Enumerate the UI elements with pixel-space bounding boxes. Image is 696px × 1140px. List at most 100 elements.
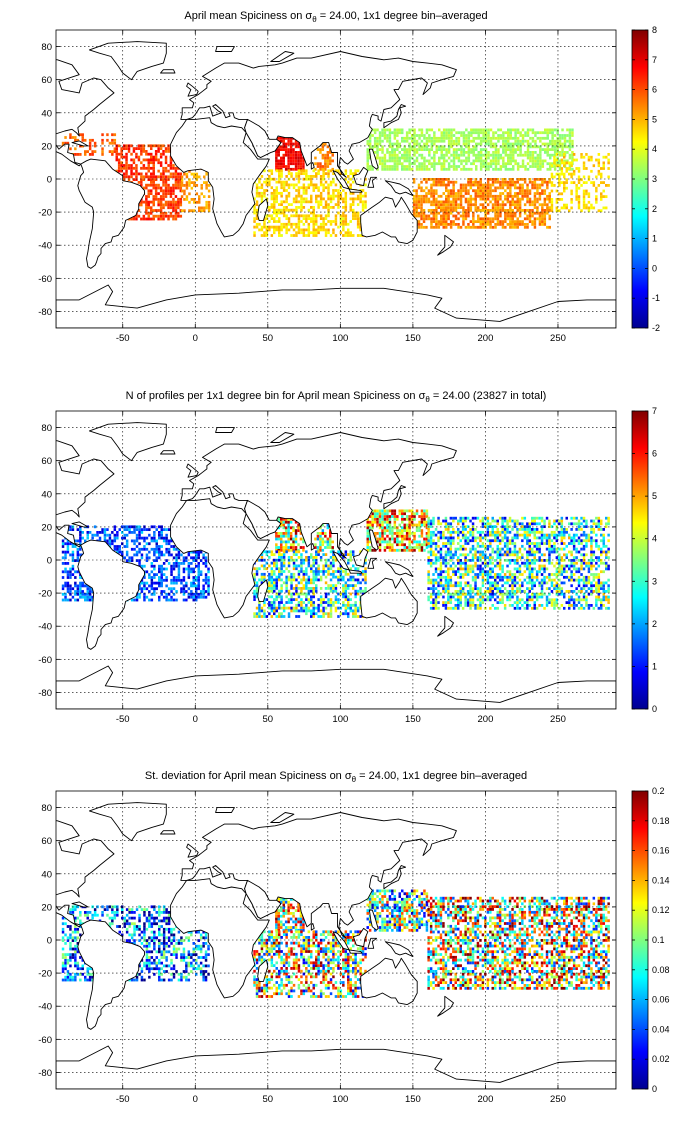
data-cell (116, 545, 119, 548)
data-cell (327, 197, 330, 201)
data-cell (329, 534, 332, 538)
data-cell (66, 545, 70, 548)
data-cell (334, 570, 338, 573)
data-cell (278, 606, 281, 610)
data-cell (175, 553, 178, 557)
data-cell (157, 158, 160, 162)
data-cell (74, 539, 77, 543)
data-cell (352, 575, 355, 579)
data-cell (549, 167, 552, 171)
data-cell (469, 203, 473, 207)
data-cell (418, 165, 421, 168)
data-cell (332, 189, 335, 192)
data-cell (270, 206, 274, 209)
data-cell (127, 166, 131, 170)
data-cell (469, 178, 473, 181)
data-cell (531, 220, 534, 224)
data-cell (160, 531, 163, 534)
data-cell (71, 573, 75, 577)
y-tick-label: 20 (41, 141, 52, 152)
data-cell (172, 578, 176, 582)
data-cell (565, 178, 568, 182)
data-cell (331, 167, 334, 171)
data-cell (479, 225, 482, 229)
data-cell (260, 558, 264, 562)
data-cell (415, 167, 419, 171)
data-cell (518, 214, 522, 218)
data-cell (481, 194, 485, 198)
data-cell (76, 584, 80, 588)
data-cell (356, 225, 360, 229)
data-cell (135, 172, 138, 176)
data-cell (553, 161, 556, 165)
data-cell (317, 570, 320, 573)
data-cell (447, 134, 451, 137)
data-cell (174, 186, 178, 190)
data-cell (307, 609, 311, 613)
data-cell (148, 528, 151, 532)
data-cell (153, 592, 156, 596)
data-cell (447, 165, 451, 168)
data-cell (117, 152, 121, 156)
data-cell (255, 194, 259, 198)
data-cell (491, 194, 495, 198)
data-cell (533, 211, 537, 215)
data-cell (533, 183, 537, 187)
data-cell (319, 214, 323, 218)
data-cell (568, 167, 571, 170)
data-cell (297, 603, 301, 607)
data-cell (153, 559, 156, 563)
data-cell (273, 208, 276, 212)
data-cell (150, 166, 153, 170)
data-cell (602, 189, 605, 193)
data-cell (81, 536, 84, 540)
data-cell (514, 223, 517, 226)
data-cell (324, 156, 327, 160)
data-cell (548, 209, 551, 212)
data-cell (143, 545, 146, 548)
data-cell (467, 156, 471, 160)
data-cell (207, 587, 210, 591)
data-cell (324, 186, 328, 190)
data-cell (492, 131, 495, 135)
data-cell (287, 153, 290, 157)
data-cell (435, 136, 438, 140)
data-cell (158, 547, 161, 551)
data-cell (152, 172, 155, 176)
data-cell (268, 208, 271, 212)
data-cell (529, 151, 532, 154)
data-cell (524, 165, 527, 168)
data-cell (319, 151, 322, 154)
data-cell (302, 575, 306, 579)
data-cell (275, 167, 278, 171)
data-cell (548, 180, 551, 184)
data-cell (422, 220, 426, 224)
data-cell (292, 151, 295, 154)
data-cell (334, 203, 338, 207)
data-cell (177, 175, 180, 179)
data-cell (273, 191, 276, 195)
data-cell (339, 564, 343, 568)
data-cell (148, 533, 151, 537)
data-cell (383, 156, 387, 160)
data-cell (467, 203, 470, 207)
data-cell (292, 558, 296, 562)
data-cell (170, 587, 173, 591)
data-cell (118, 550, 121, 554)
data-cell (531, 139, 535, 143)
data-cell (275, 200, 278, 204)
data-cell (518, 186, 522, 190)
data-cell (326, 162, 330, 166)
data-cell (159, 195, 163, 198)
data-cell (587, 206, 591, 210)
data-cell (300, 592, 303, 596)
data-cell (290, 578, 293, 582)
data-cell (546, 211, 549, 215)
data-cell (356, 211, 360, 215)
data-cell (324, 540, 327, 544)
data-cell (428, 162, 431, 166)
data-cell (275, 165, 278, 168)
data-cell (292, 578, 296, 582)
data-cell (354, 595, 357, 599)
